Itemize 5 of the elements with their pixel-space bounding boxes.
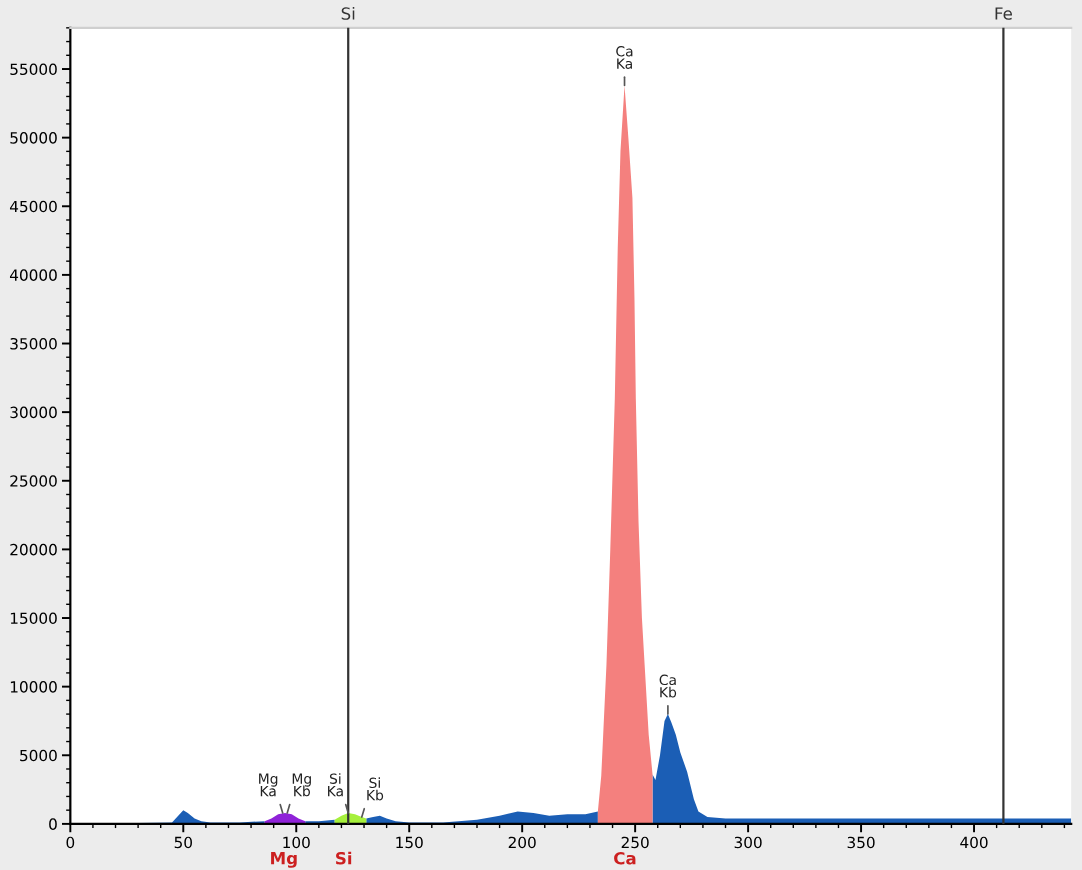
ref-line-label: Si (341, 6, 355, 20)
ref-line-label: Fe (995, 7, 1012, 20)
annotation: Ca (614, 851, 636, 865)
annotation: Mg (271, 852, 297, 868)
annotation: Si (336, 851, 352, 865)
